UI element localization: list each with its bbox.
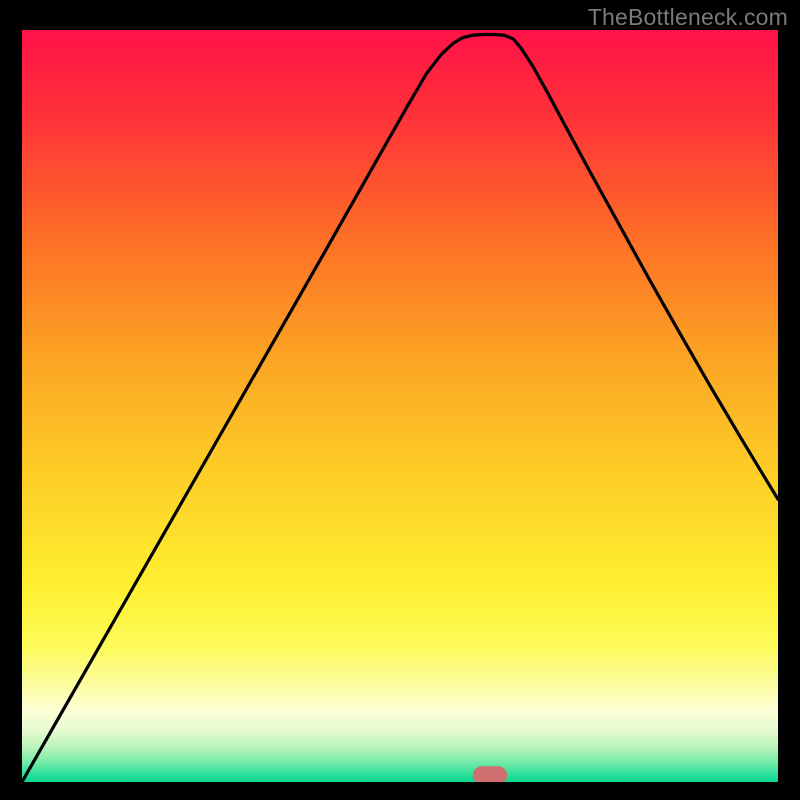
curve-layer — [22, 30, 778, 782]
optimum-marker — [473, 767, 506, 782]
bottleneck-curve — [22, 35, 778, 782]
chart-frame: TheBottleneck.com — [0, 0, 800, 800]
plot-area — [22, 30, 778, 782]
watermark-text: TheBottleneck.com — [588, 4, 788, 31]
